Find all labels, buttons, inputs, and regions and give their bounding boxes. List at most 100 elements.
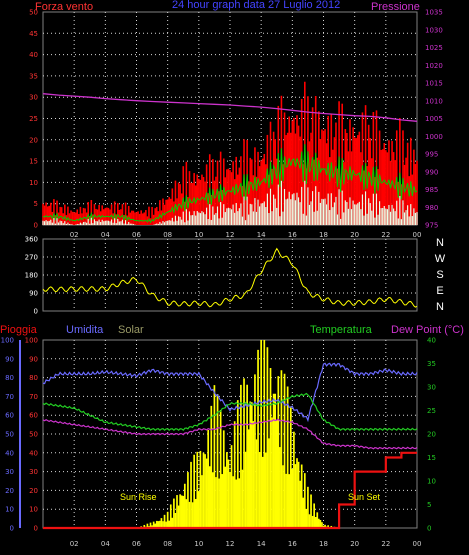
- pressure-line: [42, 93, 418, 122]
- solar-label: Solar: [118, 324, 144, 336]
- direction-tick-label: 0: [34, 308, 38, 316]
- hour-tick-label: 08: [163, 540, 172, 548]
- wind-speed-label: Forza vento: [35, 1, 93, 13]
- temperature-tick-label: 5: [427, 501, 431, 509]
- dewpoint-line: [42, 418, 418, 450]
- hour-tick-label: 04: [101, 540, 110, 548]
- wind-tick-label: 45: [29, 30, 38, 38]
- graph-title: 24 hour graph data 27 Luglio 2012: [172, 0, 340, 11]
- pressure-tick-label: 990: [425, 168, 438, 176]
- sunset-label: Sun Set: [348, 492, 381, 502]
- humidity-tick-label: 30: [29, 468, 38, 476]
- humidity-left-axis: 0 10 20 30 40 50 60 70 80 90 100: [25, 337, 38, 533]
- hour-tick-label: 14: [257, 540, 266, 548]
- pressure-tick-label: 980: [425, 204, 438, 212]
- hour-tick-label: 20: [350, 540, 359, 548]
- compass-label: N: [436, 301, 444, 313]
- pressure-tick-label: 1010: [425, 97, 443, 105]
- temperature-tick-label: 35: [427, 360, 436, 368]
- hour-tick-label: 02: [70, 540, 79, 548]
- humidity-tick-label: 20: [29, 487, 38, 495]
- humidity-tick-label: 90: [29, 355, 38, 363]
- rain-tick-label: 0: [10, 525, 14, 533]
- hour-tick-label: 16: [288, 540, 297, 548]
- direction-panel-series: [42, 247, 418, 308]
- pressure-tick-label: 1030: [425, 26, 443, 34]
- rain-tick-label: 40: [5, 449, 14, 457]
- hour-tick-label: 00: [413, 231, 422, 239]
- temperature-tick-label: 10: [427, 478, 436, 486]
- temperature-tick-label: 25: [427, 407, 436, 415]
- pressure-tick-label: 975: [425, 222, 438, 230]
- avg-line: [42, 144, 418, 224]
- humidity-label: Umidita: [66, 324, 104, 336]
- rain-tick-label: 100: [1, 337, 14, 345]
- sunrise-label: Sun Rise: [120, 492, 157, 502]
- temperature-label: Temperatura: [310, 324, 373, 336]
- hour-tick-label: 22: [381, 540, 390, 548]
- wind-panel-series: [42, 81, 418, 225]
- rain-tick-label: 50: [5, 431, 14, 439]
- temperature-tick-label: 40: [427, 337, 436, 345]
- direction-line: [42, 247, 418, 308]
- humidity-tick-label: 0: [34, 525, 38, 533]
- temperature-tick-label: 0: [427, 525, 431, 533]
- temperature-line: [42, 392, 418, 432]
- direction-tick-label: 270: [25, 254, 38, 262]
- humidity-tick-label: 60: [29, 412, 38, 420]
- hour-tick-label: 02: [70, 231, 79, 239]
- wind-tick-label: 40: [29, 51, 38, 59]
- hour-tick-label: 06: [132, 540, 141, 548]
- wind-x-axis: 02 04 06 08 10 12 14 16 18 20 22 00: [70, 231, 422, 239]
- compass-label: E: [436, 285, 443, 297]
- hour-tick-label: 18: [319, 540, 328, 548]
- rain-tick-label: 20: [5, 487, 14, 495]
- humidity-tick-label: 40: [29, 449, 38, 457]
- rain-tick-label: 70: [5, 393, 14, 401]
- wind-tick-label: 20: [29, 136, 38, 144]
- pressure-tick-label: 995: [425, 151, 438, 159]
- wind-tick-label: 35: [29, 72, 38, 80]
- hour-tick-label: 12: [226, 231, 235, 239]
- direction-tick-label: 90: [29, 290, 38, 298]
- climate-panel-series: [42, 340, 418, 530]
- compass-label: S: [436, 269, 443, 281]
- compass-label: W: [435, 253, 446, 265]
- humidity-tick-label: 100: [25, 337, 38, 345]
- rain-tick-label: 30: [5, 468, 14, 476]
- compass-label: N: [436, 237, 444, 249]
- hour-tick-label: 04: [101, 231, 110, 239]
- hour-tick-label: 06: [132, 231, 141, 239]
- hour-tick-label: 20: [350, 231, 359, 239]
- hour-tick-label: 14: [257, 231, 266, 239]
- hour-tick-label: 12: [226, 540, 235, 548]
- pressure-tick-label: 1005: [425, 115, 443, 123]
- direction-panel-grid: [43, 239, 417, 311]
- rain-tick-label: 10: [5, 506, 14, 514]
- dewpoint-label: Dew Point (°C): [391, 324, 464, 336]
- hour-tick-label: 16: [288, 231, 297, 239]
- direction-axis: 0 90 180 270 360: [25, 236, 38, 316]
- direction-tick-label: 180: [25, 272, 38, 280]
- humidity-line: [42, 362, 418, 423]
- wind-tick-label: 0: [34, 222, 38, 230]
- hour-tick-label: 18: [319, 231, 328, 239]
- pressure-right-axis: 975 980 985 990 995 1000 1005 1010 1015 1020 1025 1…: [425, 9, 443, 230]
- wind-tick-label: 15: [29, 158, 38, 166]
- hour-tick-label: 10: [194, 540, 203, 548]
- hour-tick-label: 22: [381, 231, 390, 239]
- humidity-tick-label: 70: [29, 393, 38, 401]
- wind-tick-label: 25: [29, 115, 38, 123]
- wind-tick-label: 5: [34, 200, 38, 208]
- hour-tick-label: 08: [163, 231, 172, 239]
- hour-tick-label: 10: [194, 231, 203, 239]
- pressure-tick-label: 1015: [425, 80, 443, 88]
- direction-tick-label: 360: [25, 236, 38, 244]
- pressure-tick-label: 985: [425, 186, 438, 194]
- temperature-tick-label: 30: [427, 384, 436, 392]
- rain-tick-label: 80: [5, 374, 14, 382]
- rain-label: Pioggia: [0, 324, 38, 336]
- rain-tick-label: 90: [5, 355, 14, 363]
